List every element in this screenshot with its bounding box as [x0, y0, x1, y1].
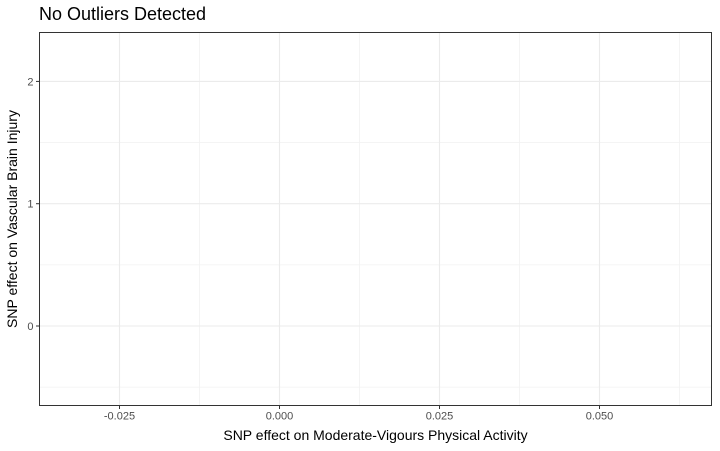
minor-gridlines	[39, 32, 712, 406]
y-axis-ticks: 0 1 2	[27, 76, 40, 333]
x-tick-label: 0.025	[426, 411, 454, 423]
x-tick-label: -0.025	[104, 411, 135, 423]
y-tick-label: 1	[27, 199, 33, 211]
y-axis-title: SNP effect on Vascular Brain Injury	[4, 110, 20, 328]
y-tick-label: 2	[27, 76, 33, 88]
major-gridlines	[39, 32, 712, 406]
x-tick-label: 0.050	[586, 411, 614, 423]
y-tick-label: 0	[27, 321, 33, 333]
chart-title: No Outliers Detected	[39, 4, 207, 24]
plot-panel-border	[39, 32, 712, 406]
x-axis-title: SNP effect on Moderate-Vigours Physical …	[223, 427, 527, 443]
x-tick-label: 0.000	[266, 411, 294, 423]
x-axis-ticks: -0.025 0.000 0.025 0.050	[104, 405, 614, 423]
